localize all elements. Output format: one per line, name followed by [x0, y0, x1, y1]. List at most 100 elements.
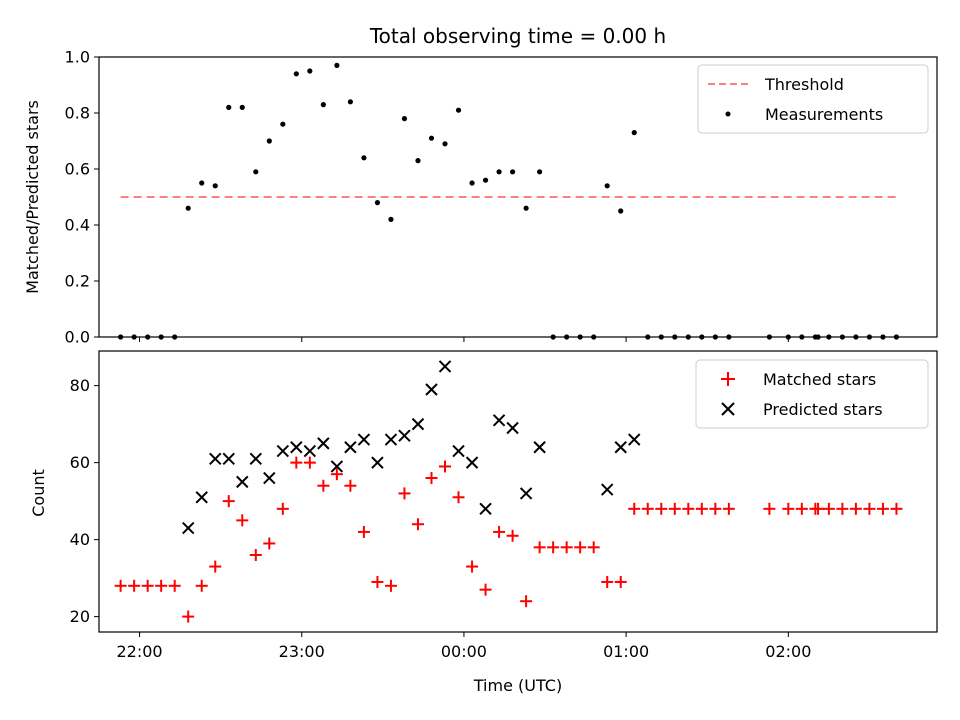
matched-star-point [128, 579, 141, 592]
matched-star-point [668, 502, 681, 515]
matched-star-point [587, 541, 600, 554]
matched-star-point [439, 460, 452, 473]
predicted-star-point [533, 441, 546, 454]
top-y-tick-label: 0.8 [65, 104, 90, 123]
predicted-star-point [209, 452, 222, 465]
measurement-point [631, 130, 637, 136]
matched-star-point [398, 487, 411, 500]
x-tick-label: 00:00 [441, 642, 487, 661]
measurement-point [334, 62, 340, 68]
bottom-legend-box [695, 359, 929, 429]
predicted-star-point [465, 456, 479, 469]
matched-star-point [276, 502, 289, 515]
matched-star-point [209, 560, 222, 573]
matched-star-point [384, 579, 397, 592]
matched-star-point [782, 502, 795, 515]
measurement-point [415, 158, 421, 164]
measurement-point [307, 68, 313, 74]
measurement-point [523, 205, 529, 211]
matched-star-point [560, 541, 573, 554]
matched-stars-layer [114, 456, 903, 623]
legend-threshold-label: Threshold [764, 75, 844, 94]
measurement-point [469, 180, 475, 186]
legend-measurements-label: Measurements [765, 105, 883, 124]
bottom-y-tick-label: 80 [70, 376, 90, 395]
measurement-point [185, 205, 191, 211]
measurement-point [442, 141, 448, 147]
legend-predicted-swatch [721, 402, 735, 416]
top-y-tick-label: 0.4 [65, 216, 90, 235]
matched-star-point [182, 610, 195, 623]
predicted-star-point [492, 414, 506, 427]
predicted-star-point [330, 460, 344, 473]
measurement-point [239, 104, 245, 110]
predicted-star-point [600, 483, 614, 496]
predicted-star-point [317, 437, 330, 450]
matched-star-point [722, 502, 735, 515]
top-legend: Threshold Measurements [697, 64, 929, 134]
matched-star-point [466, 560, 479, 573]
predicted-star-point [249, 452, 262, 465]
matched-star-point [236, 514, 249, 527]
predicted-star-point [506, 421, 519, 435]
matched-star-point [533, 541, 546, 554]
measurement-point [212, 183, 218, 189]
predicted-star-point [628, 433, 641, 446]
predicted-stars-layer [181, 360, 641, 535]
measurement-point [537, 169, 543, 175]
matched-star-point [425, 472, 438, 485]
matched-star-point [822, 502, 835, 515]
measurement-point [226, 104, 232, 110]
predicted-star-point [222, 452, 235, 465]
x-tick-label: 02:00 [765, 642, 811, 661]
predicted-star-point [195, 491, 208, 504]
matched-star-point [812, 502, 825, 515]
matched-star-point [836, 502, 849, 515]
bottom-y-ticks: 20 40 60 80 [70, 376, 99, 626]
matched-star-point [155, 579, 168, 592]
matched-star-point [371, 575, 384, 588]
bottom-y-tick-label: 20 [70, 607, 90, 626]
matched-star-point [303, 456, 316, 469]
measurement-point [388, 216, 394, 222]
chart-title: Total observing time = 0.00 h [369, 24, 666, 48]
measurement-point [509, 169, 516, 175]
matched-star-point [709, 502, 722, 515]
predicted-star-point [452, 444, 465, 458]
matched-star-point [141, 579, 154, 592]
measurement-point [280, 121, 286, 127]
measurement-point [428, 135, 435, 141]
matched-star-point [520, 595, 533, 608]
matched-star-point [479, 583, 492, 596]
top-y-tick-label: 0.0 [65, 328, 90, 347]
top-y-tick-label: 0.2 [65, 272, 90, 291]
measurement-point [374, 200, 381, 206]
matched-star-point [452, 491, 465, 504]
x-tick-label: 01:00 [603, 642, 649, 661]
measurement-point [455, 107, 462, 113]
matched-star-point [330, 468, 343, 481]
predicted-star-point [290, 441, 303, 454]
matched-star-point [344, 479, 357, 492]
top-y-ticks: 0.0 0.2 0.4 0.6 0.8 1.0 [65, 48, 99, 347]
predicted-star-point [614, 441, 627, 454]
matched-star-point [655, 502, 668, 515]
matched-star-point [263, 537, 276, 550]
legend-matched-swatch [721, 372, 735, 386]
predicted-star-point [425, 383, 438, 396]
measurement-point [253, 169, 259, 175]
matched-star-point [506, 529, 519, 542]
matched-star-point [547, 541, 560, 554]
bottom-axes-frame [98, 350, 938, 633]
matched-star-point [695, 502, 708, 515]
predicted-star-point [181, 521, 195, 535]
matched-star-point [614, 575, 627, 588]
matched-star-point [222, 495, 235, 508]
matched-star-point [357, 525, 370, 538]
measurement-point [199, 180, 205, 186]
matched-star-point [795, 502, 808, 515]
measurement-point [266, 138, 272, 144]
measurement-points-layer [118, 62, 900, 340]
x-tick-label: 22:00 [116, 642, 162, 661]
top-x-ticks [139, 337, 789, 342]
